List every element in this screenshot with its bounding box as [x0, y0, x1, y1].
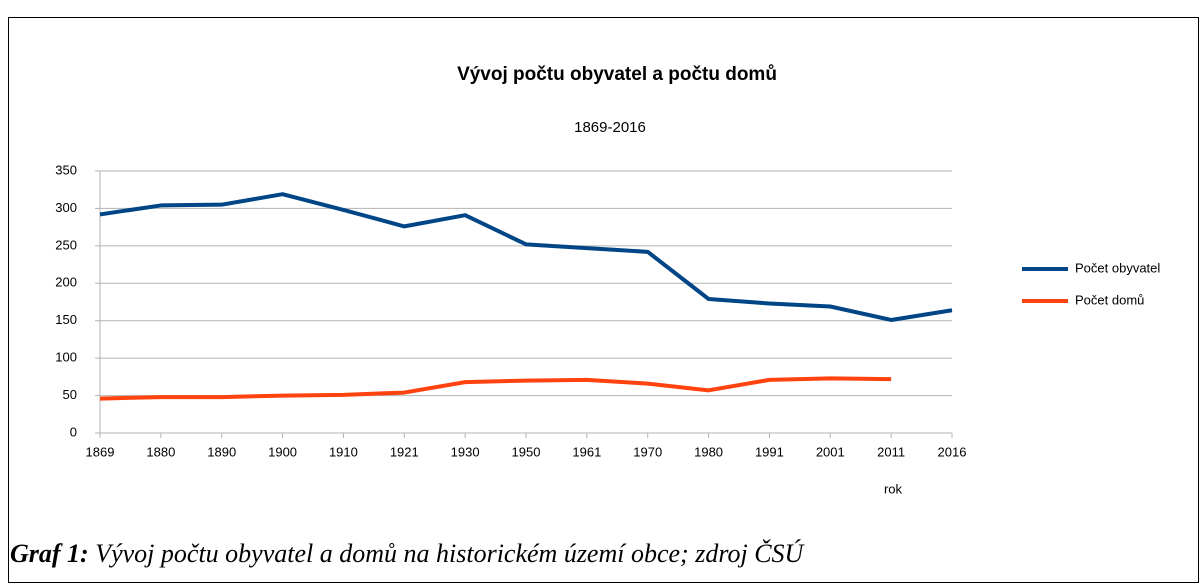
caption-text: Vývoj počtu obyvatel a domů na historick… [95, 539, 805, 568]
x-tick-label: 2001 [816, 444, 845, 459]
x-tick-label: 1910 [329, 444, 358, 459]
x-tick-label: 1991 [755, 444, 784, 459]
y-tick-label: 300 [55, 200, 77, 215]
caption-label: Graf 1: [10, 539, 89, 568]
y-tick-label: 0 [70, 424, 77, 439]
legend-label: Počet domů [1075, 292, 1144, 307]
x-tick-label: 2011 [877, 444, 905, 459]
series-line [99, 376, 892, 401]
x-tick-label: 1900 [268, 444, 297, 459]
x-tick-label: 1869 [86, 444, 115, 459]
legend-label: Počet obyvatel [1075, 260, 1160, 275]
chart-subtitle: 1869-2016 [574, 119, 646, 136]
x-tick-label: 1980 [694, 444, 723, 459]
x-tick-label: 1950 [512, 444, 541, 459]
frame [8, 17, 1199, 583]
x-tick-label: 1880 [146, 444, 175, 459]
y-tick-label: 200 [55, 275, 77, 290]
x-tick-label: 2016 [938, 444, 967, 459]
x-axis-label: rok [884, 481, 903, 496]
y-tick-label: 100 [55, 350, 77, 365]
caption: Graf 1: Vývoj počtu obyvatel a domů na h… [10, 539, 806, 568]
y-tick-label: 250 [55, 237, 77, 252]
chart-title: Vývoj počtu obyvatel a počtu domů [457, 64, 777, 85]
x-tick-label: 1890 [207, 444, 236, 459]
y-tick-label: 350 [55, 162, 77, 177]
x-tick-label: 1970 [633, 444, 662, 459]
series-line [99, 192, 953, 322]
y-tick-label: 150 [55, 312, 77, 327]
x-tick-label: 1930 [451, 444, 480, 459]
x-tick-label: 1921 [390, 444, 419, 459]
y-tick-label: 50 [63, 387, 77, 402]
x-tick-label: 1961 [572, 444, 601, 459]
